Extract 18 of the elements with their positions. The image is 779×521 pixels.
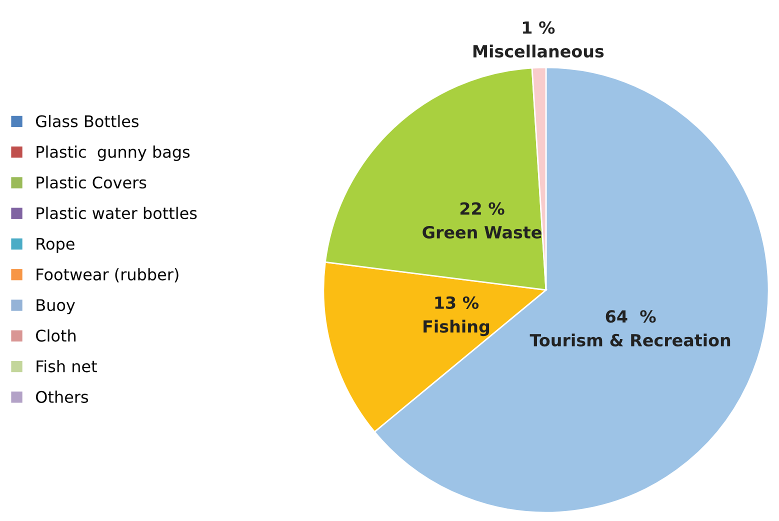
category-label: Glass Bottles [36, 114, 139, 128]
data-label: 1 % [523, 21, 555, 34]
slice-label: Miscellaneous [473, 44, 604, 58]
slice-label: Tourism & Recreation [530, 334, 730, 346]
category-label: Fish net [36, 360, 97, 372]
data-label: 13 % [435, 296, 479, 309]
category-label: Footwear (rubber) [36, 268, 178, 282]
category-label: Cloth [36, 329, 76, 342]
slice-label: Green Waste [422, 226, 542, 239]
slice-label: Fishing [424, 320, 490, 336]
category-label: Others [36, 390, 88, 403]
category-label: Plastic gunny bags [36, 146, 190, 162]
category-label: Buoy [36, 299, 75, 314]
category-label: Plastic Covers [36, 176, 146, 189]
category-label: Plastic water bottles [36, 206, 197, 220]
category-label: Rope [36, 238, 74, 253]
data-label: 64 % [606, 310, 656, 323]
data-label: 22 % [460, 202, 504, 215]
